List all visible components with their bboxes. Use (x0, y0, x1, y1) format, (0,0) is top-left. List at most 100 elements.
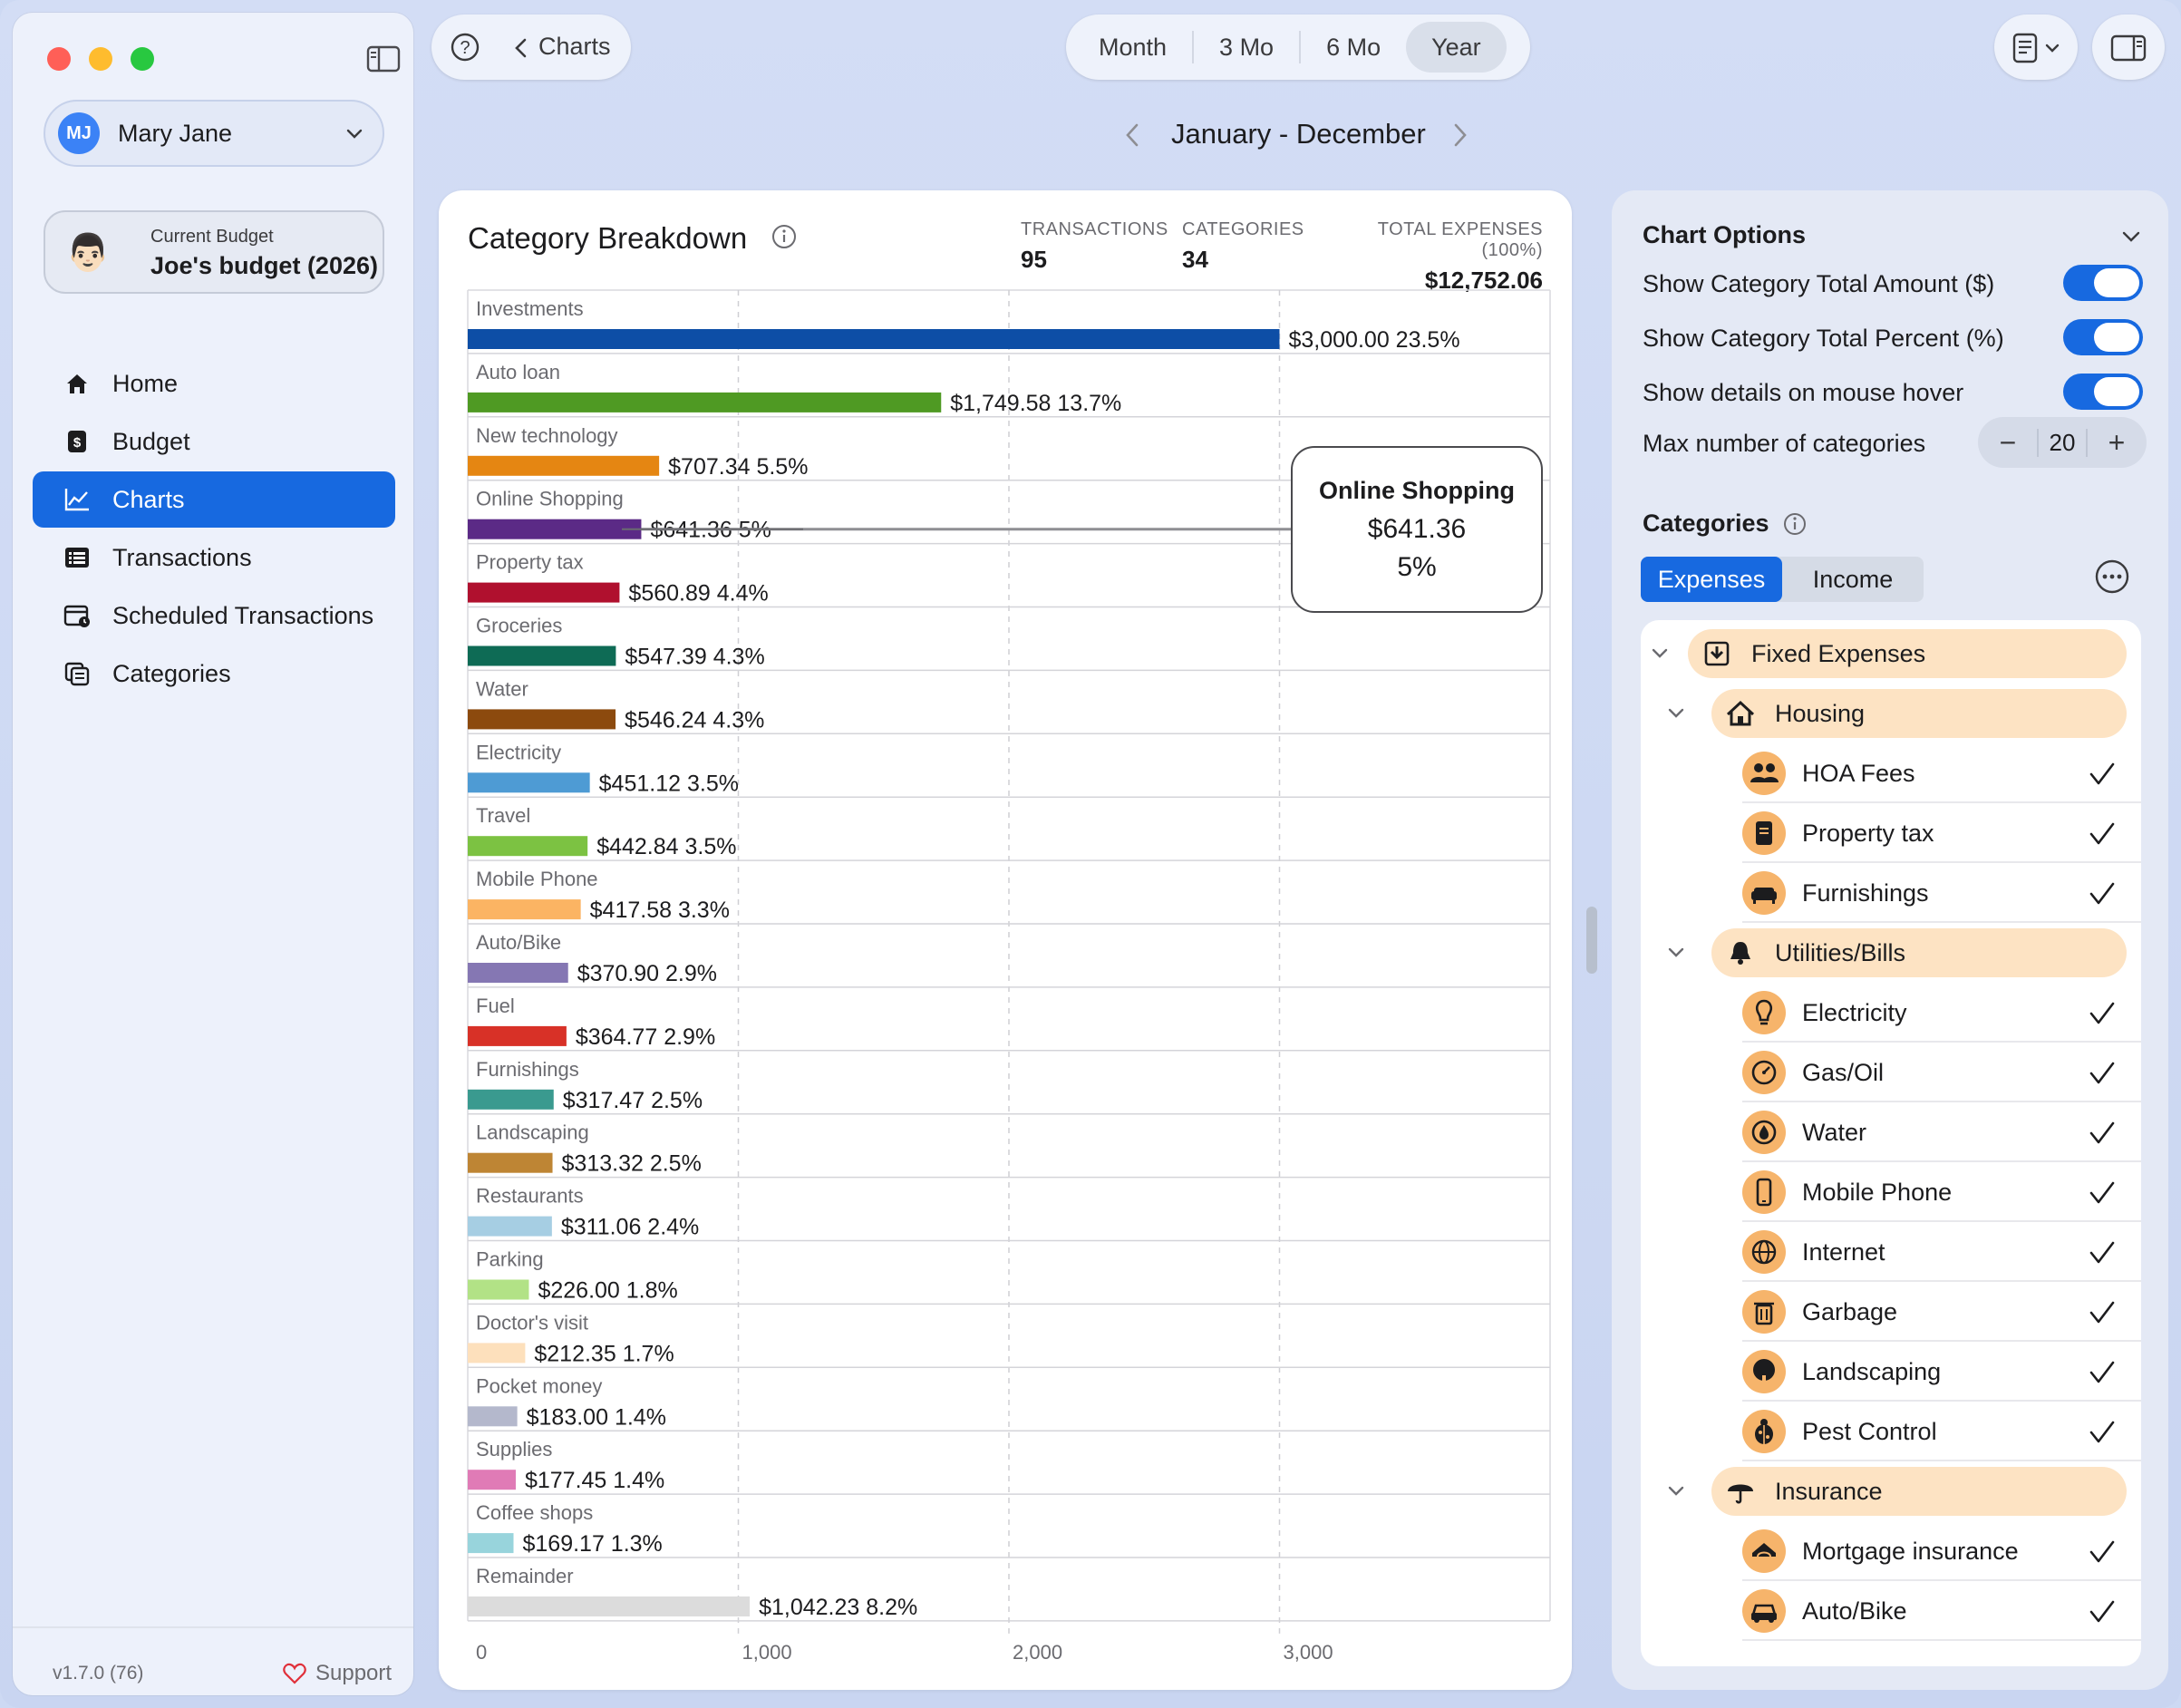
category-item-property-tax[interactable]: Property tax (1641, 803, 2141, 863)
category-item-auto-bike[interactable]: Auto/Bike (1641, 1581, 2141, 1641)
category-item-hoa-fees[interactable]: HOA Fees (1641, 743, 2141, 803)
help-icon[interactable]: ? (450, 32, 480, 63)
checkmark-icon[interactable] (2089, 1001, 2116, 1026)
period-month-button[interactable]: Month (1099, 33, 1168, 61)
group-highlight (1711, 928, 2127, 977)
checkmark-icon[interactable] (2089, 1240, 2116, 1266)
support-link[interactable]: Support (283, 1661, 392, 1686)
bar[interactable] (468, 392, 942, 412)
category-item-mortgage-insurance[interactable]: Mortgage insurance (1641, 1521, 2141, 1581)
category-item-pest-control[interactable]: Pest Control (1641, 1402, 2141, 1461)
checkmark-icon[interactable] (2089, 1180, 2116, 1206)
bar[interactable] (468, 329, 1280, 349)
hover-details-toggle[interactable] (2063, 374, 2143, 410)
bar[interactable] (468, 709, 616, 730)
increment-button[interactable]: + (2108, 425, 2126, 459)
bar[interactable] (468, 1533, 514, 1554)
bar[interactable] (468, 645, 616, 666)
more-options-icon[interactable] (2094, 558, 2130, 595)
show-percent-toggle[interactable] (2063, 319, 2143, 355)
bar[interactable] (468, 1343, 526, 1363)
bar[interactable] (468, 1406, 518, 1427)
sidebar-item-categories[interactable]: Categories (33, 645, 395, 702)
sidebar-item-charts[interactable]: Charts (33, 471, 395, 528)
minimize-window-button[interactable] (89, 47, 112, 71)
bar[interactable] (468, 1025, 567, 1046)
checkmark-icon[interactable] (2089, 1360, 2116, 1385)
checkmark-icon[interactable] (2089, 1420, 2116, 1445)
bar[interactable] (468, 963, 568, 983)
category-item-internet[interactable]: Internet (1641, 1222, 2141, 1282)
report-menu-button[interactable] (1994, 15, 2078, 80)
tab-expenses[interactable]: Expenses (1641, 557, 1782, 602)
category-label: Internet (1802, 1238, 1885, 1266)
category-item-garbage[interactable]: Garbage (1641, 1282, 2141, 1342)
stat-value: 95 (1021, 246, 1047, 273)
chevron-left-icon[interactable] (511, 36, 531, 60)
bar[interactable] (468, 582, 620, 603)
sidebar-item-label: Categories (112, 659, 231, 687)
sidebar-toggle-icon[interactable] (366, 45, 401, 73)
category-group-housing[interactable]: Housing (1641, 684, 2141, 743)
sidebar-item-home[interactable]: Home (33, 355, 395, 412)
close-window-button[interactable] (47, 47, 71, 71)
tab-income[interactable]: Income (1812, 565, 1894, 593)
chevron-down-icon[interactable] (2119, 225, 2143, 248)
info-icon[interactable] (771, 223, 798, 250)
checkmark-icon[interactable] (2089, 1539, 2116, 1565)
car-icon (1742, 1589, 1786, 1633)
chart-options-title: Chart Options (1643, 221, 1806, 248)
checkmark-icon[interactable] (2089, 1300, 2116, 1325)
category-item-gas-oil[interactable]: Gas/Oil (1641, 1043, 2141, 1102)
checkmark-icon[interactable] (2089, 821, 2116, 847)
checkmark-icon[interactable] (2089, 881, 2116, 907)
category-item-furnishings[interactable]: Furnishings (1641, 863, 2141, 923)
zoom-window-button[interactable] (131, 47, 154, 71)
chevron-down-icon[interactable] (1666, 1483, 1686, 1499)
sidebar-item-scheduled-transactions[interactable]: Scheduled Transactions (33, 587, 395, 644)
current-budget-card[interactable]: 👨🏻 Current Budget Joe's budget (2026) (44, 210, 384, 294)
checkmark-icon[interactable] (2089, 762, 2116, 787)
bar[interactable] (468, 772, 590, 793)
chevron-down-icon[interactable] (1650, 645, 1670, 662)
info-icon[interactable] (1782, 511, 1808, 537)
bar[interactable] (468, 836, 588, 857)
chevron-down-icon[interactable] (1666, 945, 1686, 961)
decrement-button[interactable]: − (1999, 425, 2017, 459)
chevron-right-icon[interactable] (1445, 120, 1476, 150)
period-6mo-button[interactable]: 6 Mo (1326, 33, 1381, 61)
show-amount-toggle[interactable] (2063, 265, 2143, 301)
bar[interactable] (468, 455, 660, 476)
checkmark-icon[interactable] (2089, 1121, 2116, 1146)
back-button[interactable]: Charts (538, 33, 611, 60)
bar[interactable] (468, 1470, 516, 1490)
category-group-fixed-expenses[interactable]: Fixed Expenses (1641, 624, 2141, 684)
bar-category-label: Auto loan (476, 361, 560, 383)
chevron-down-icon[interactable] (1666, 705, 1686, 722)
category-item-mobile-phone[interactable]: Mobile Phone (1641, 1162, 2141, 1222)
bar[interactable] (468, 1596, 751, 1616)
period-3mo-button[interactable]: 3 Mo (1219, 33, 1275, 61)
bar[interactable] (468, 1216, 552, 1237)
period-year-button[interactable]: Year (1406, 22, 1507, 73)
user-select[interactable]: MJ Mary Jane (44, 100, 384, 167)
category-bar-chart[interactable]: Investments $3,000.00 23.5% Auto loan $1,74… (439, 190, 1572, 1690)
category-item-landscaping[interactable]: Landscaping (1641, 1342, 2141, 1402)
bar[interactable] (468, 1152, 553, 1173)
split-view-handle[interactable] (1586, 907, 1597, 974)
category-item-water[interactable]: Water (1641, 1102, 2141, 1162)
stat-label: TRANSACTIONS (1021, 219, 1168, 239)
checkmark-icon[interactable] (2089, 1599, 2116, 1625)
category-item-electricity[interactable]: Electricity (1641, 983, 2141, 1043)
sidebar-item-budget[interactable]: $ Budget (33, 413, 395, 470)
chevron-left-icon[interactable] (1117, 120, 1148, 150)
bar[interactable] (468, 519, 642, 539)
category-group-utilities-bills[interactable]: Utilities/Bills (1641, 923, 2141, 983)
checkmark-icon[interactable] (2089, 1061, 2116, 1086)
bar[interactable] (468, 1089, 554, 1110)
bar[interactable] (468, 1279, 529, 1300)
sidebar-item-transactions[interactable]: Transactions (33, 529, 395, 586)
category-group-insurance[interactable]: Insurance (1641, 1461, 2141, 1521)
inspector-toggle-button[interactable] (2092, 15, 2165, 80)
bar[interactable] (468, 899, 581, 920)
